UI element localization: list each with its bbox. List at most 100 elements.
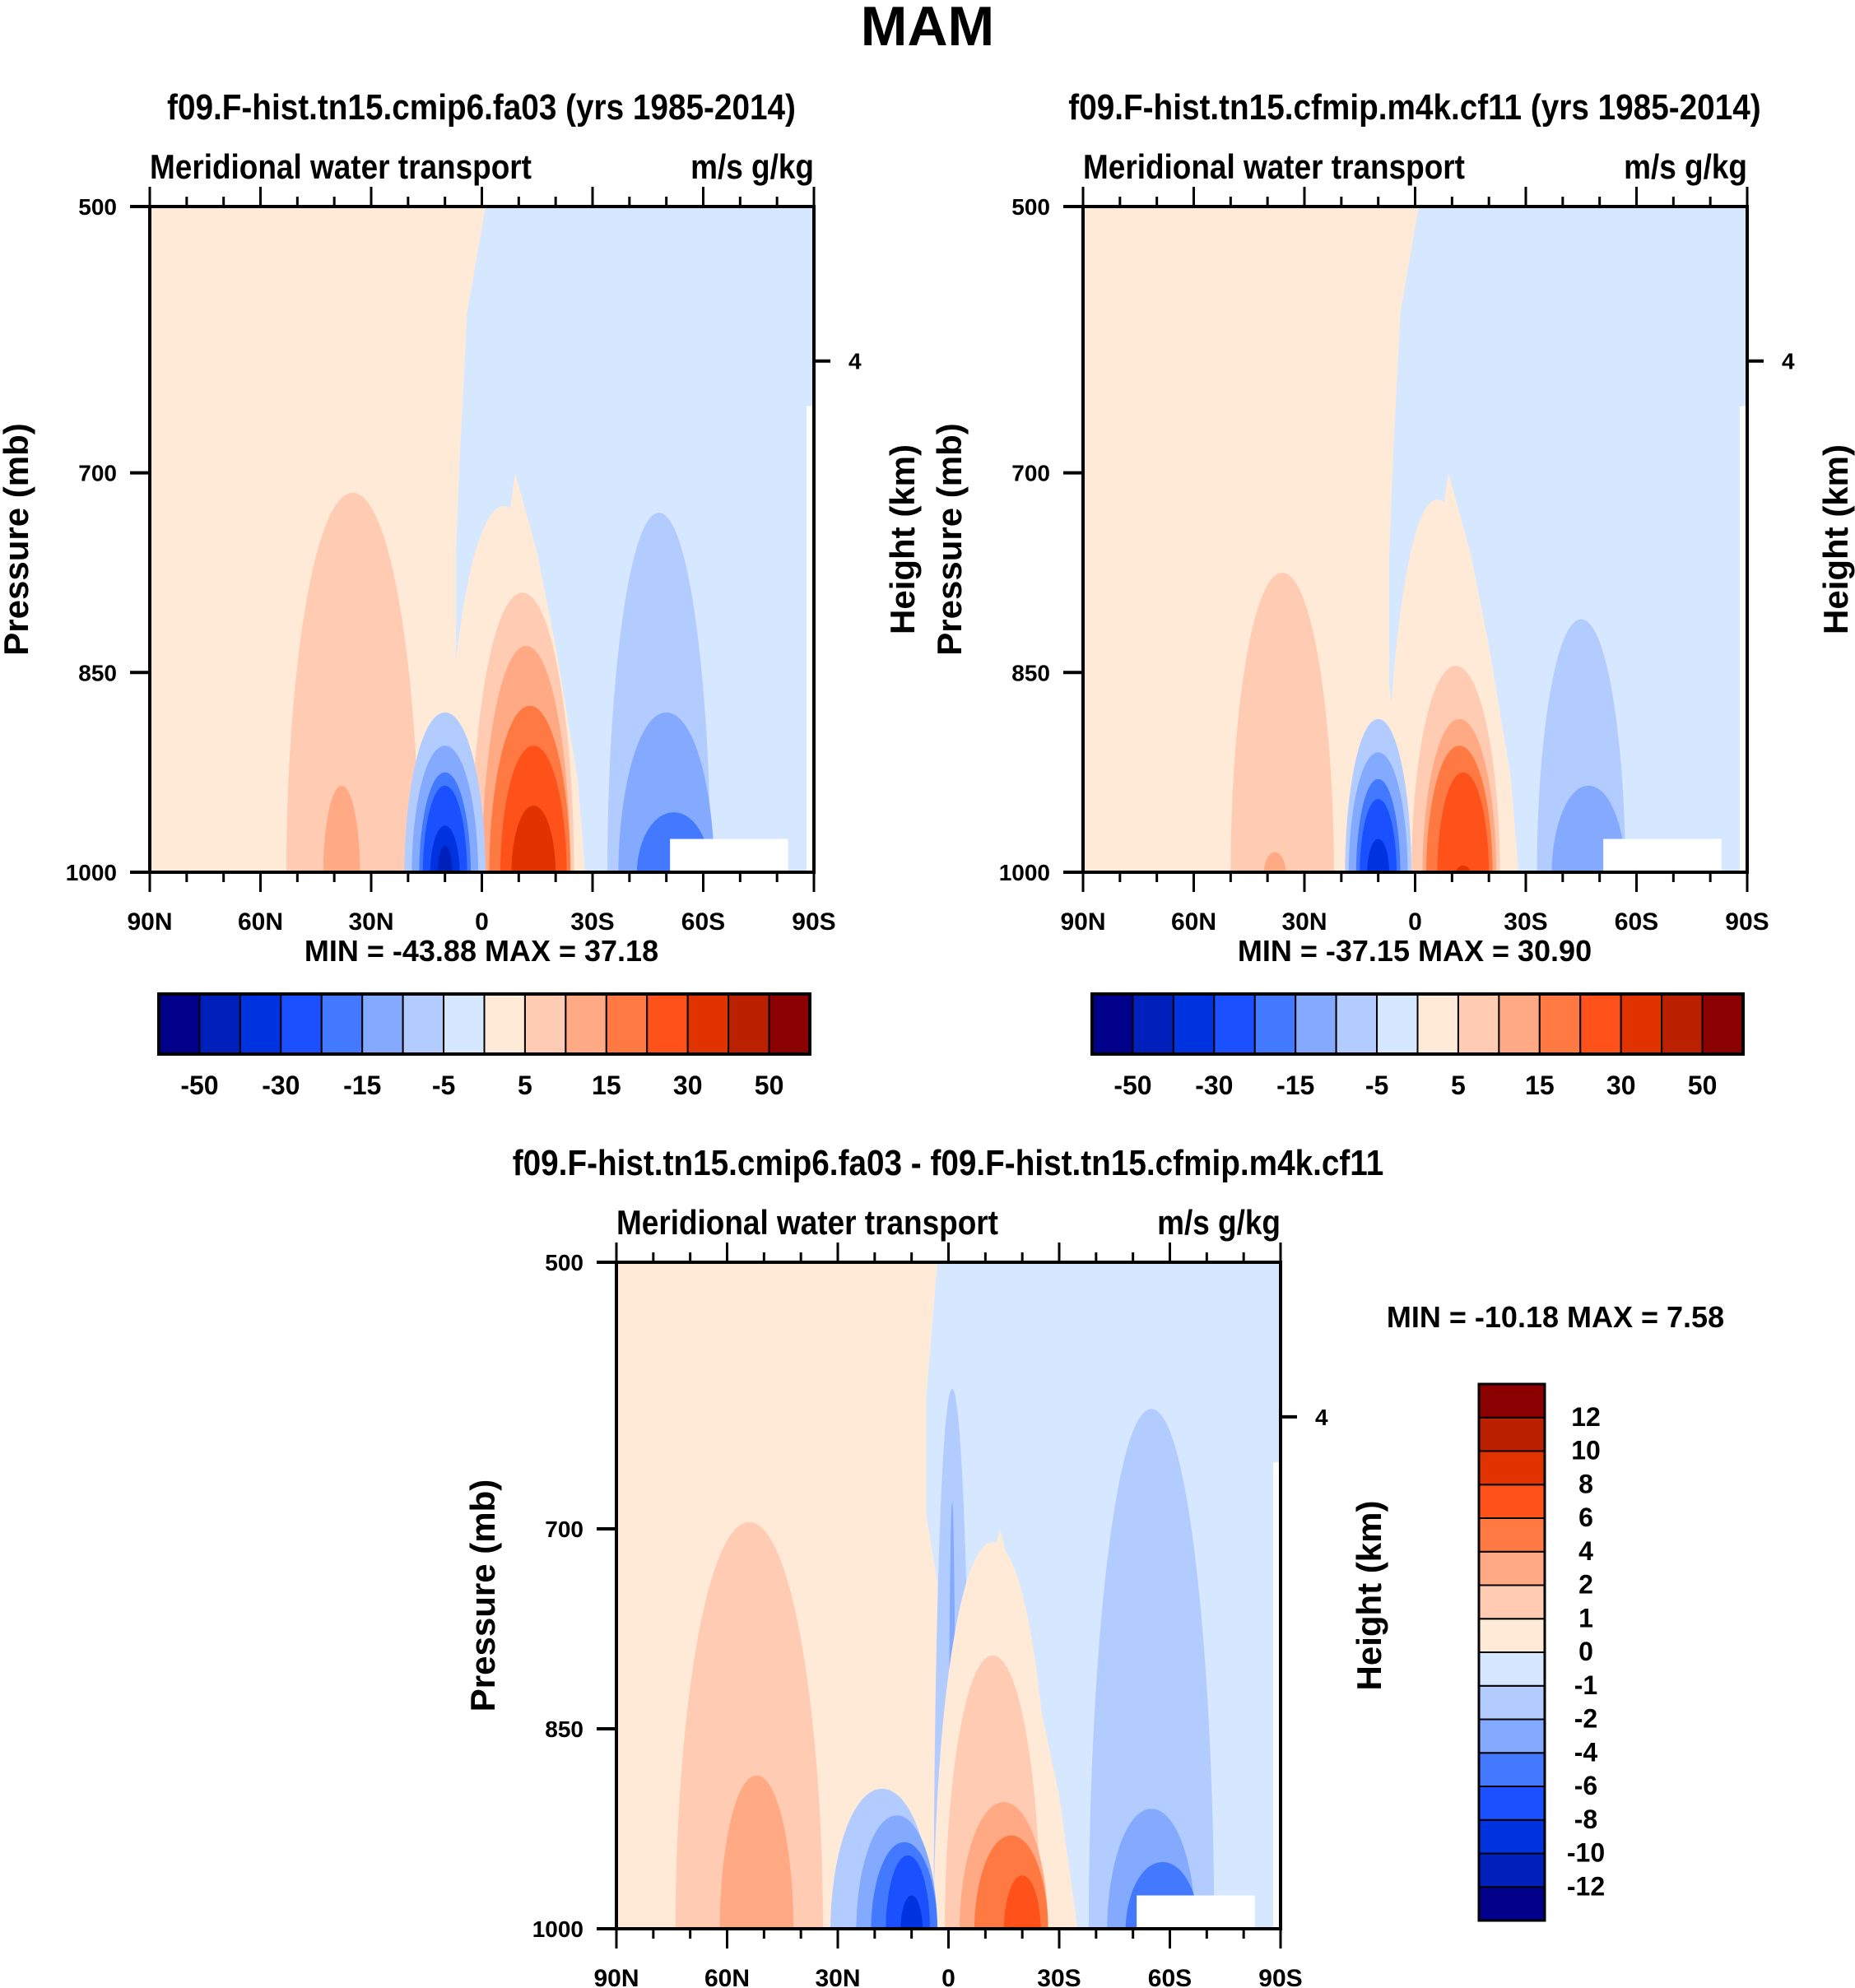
- x-tick-label: 90S: [1725, 908, 1769, 936]
- x-tick-label: 30N: [815, 1965, 860, 1988]
- colorbar-box: [1620, 993, 1663, 1055]
- x-tick-label: 90S: [1258, 1965, 1302, 1988]
- colorbar-box: [239, 993, 282, 1055]
- right-string: m/s g/kg: [1157, 1204, 1281, 1242]
- colorbar-label: 4: [1578, 1536, 1593, 1566]
- colorbar-label: 30: [673, 1071, 703, 1100]
- panel-title: f09.F-hist.tn15.cfmip.m4k.cf11 (yrs 1985…: [1068, 86, 1760, 128]
- y-tick-label: 850: [78, 660, 117, 685]
- colorbar-box: [1091, 993, 1134, 1055]
- colorbar-box: [1478, 1550, 1546, 1586]
- colorbar-label: 15: [592, 1071, 621, 1100]
- contour-blob: [1088, 1409, 1215, 1929]
- colorbar-box: [280, 993, 323, 1055]
- colorbar-box: [1701, 993, 1744, 1055]
- colorbar-frame: [1090, 992, 1745, 1056]
- contour-field: [616, 1262, 1281, 1929]
- y2-tick-label: 4: [1315, 1405, 1328, 1430]
- colorbar-box: [1478, 1383, 1546, 1419]
- colorbar-label: 12: [1571, 1402, 1601, 1432]
- min-max-separator: [1410, 934, 1418, 968]
- y2-axis-label: Height (km): [883, 444, 922, 634]
- colorbar-box: [768, 993, 811, 1055]
- y-tick-label: 850: [545, 1716, 583, 1742]
- colorbar-box: [1132, 993, 1174, 1055]
- y-axis-label: Pressure (mb): [0, 423, 35, 655]
- x-tick-label: 60N: [704, 1965, 750, 1988]
- contour-blob: [1360, 799, 1397, 872]
- y-tick-label: 700: [78, 461, 117, 486]
- colorbar-box: [320, 993, 364, 1055]
- x-tick-label: 60N: [1171, 908, 1216, 936]
- panel-1: f09.F-hist.tn15.cmip6.fa03 (yrs 1985-201…: [0, 86, 922, 1100]
- colorbar-label: -8: [1574, 1805, 1597, 1834]
- colorbar-label: 6: [1578, 1503, 1593, 1532]
- colorbar-box: [523, 993, 567, 1055]
- colorbar-label: -15: [1276, 1071, 1314, 1100]
- min-label: MIN = -37.15: [1238, 934, 1410, 968]
- colorbar-box: [1478, 1752, 1546, 1787]
- right-string: m/s g/kg: [1624, 148, 1747, 187]
- left-string: Meridional water transport: [1083, 148, 1465, 187]
- colorbar-label: -30: [262, 1071, 300, 1100]
- x-tick-label: 90N: [593, 1965, 639, 1988]
- colorbar-box: [1478, 1886, 1546, 1921]
- colorbar-label: -5: [432, 1071, 455, 1100]
- contour-blob: [511, 806, 556, 872]
- min-max-separator: [1559, 1300, 1567, 1334]
- x-tick-label: 90N: [1060, 908, 1105, 936]
- contour-blob: [900, 1895, 923, 1929]
- missing-data-edge: [1740, 406, 1747, 872]
- colorbar-label: -1: [1574, 1670, 1597, 1700]
- colorbar-label: -30: [1195, 1071, 1233, 1100]
- max-label: MAX = 7.58: [1567, 1300, 1724, 1334]
- colorbar-box: [1478, 1684, 1546, 1721]
- colorbar-box: [1335, 993, 1378, 1055]
- colorbar-box: [198, 993, 241, 1055]
- contour-blob: [1367, 838, 1390, 872]
- y2-axis-label: Height (km): [1350, 1501, 1388, 1691]
- colorbar-box: [605, 993, 649, 1055]
- colorbar-label: -6: [1574, 1771, 1597, 1800]
- colorbar-label: 5: [518, 1071, 532, 1100]
- contour-blob: [437, 845, 453, 872]
- colorbar-label: -2: [1574, 1704, 1597, 1734]
- panel-title: f09.F-hist.tn15.cmip6.fa03 - f09.F-hist.…: [513, 1142, 1384, 1183]
- colorbar-label: 1: [1578, 1603, 1593, 1633]
- y2-tick-label: 4: [1782, 349, 1795, 374]
- colorbar-box: [1478, 1818, 1546, 1855]
- contour-blob: [1003, 1875, 1041, 1929]
- colorbar-label: 15: [1525, 1071, 1555, 1100]
- max-label: MAX = 37.18: [485, 934, 658, 968]
- x-tick-label: 0: [475, 908, 489, 936]
- missing-data-region: [670, 838, 788, 872]
- y-tick-label: 500: [545, 1250, 583, 1275]
- colorbar-label: -15: [343, 1071, 381, 1100]
- y2-axis-label: Height (km): [1816, 444, 1855, 634]
- contour-blob: [1437, 772, 1490, 872]
- colorbar-label: 5: [1451, 1071, 1466, 1100]
- colorbar-box: [1478, 1484, 1546, 1519]
- colorbar-box: [1478, 1718, 1546, 1754]
- min-max-label: MIN = -43.88 MAX = 37.18: [305, 934, 658, 968]
- x-tick-label: 30S: [1504, 908, 1547, 936]
- left-string: Meridional water transport: [616, 1204, 998, 1242]
- figure-title: MAM: [861, 0, 994, 58]
- colorbar-label: 8: [1578, 1469, 1593, 1498]
- right-string: m/s g/kg: [690, 148, 814, 187]
- y-tick-label: 500: [78, 194, 117, 220]
- y-tick-label: 1000: [999, 860, 1050, 885]
- colorbar-box: [1478, 1852, 1546, 1888]
- missing-data-edge: [1273, 1462, 1281, 1929]
- y-axis-label: Pressure (mb): [463, 1479, 502, 1712]
- x-tick-label: 0: [1408, 908, 1422, 936]
- x-tick-label: 90N: [127, 908, 172, 936]
- colorbar-box: [1538, 993, 1582, 1055]
- y-axis-label: Pressure (mb): [930, 423, 969, 655]
- colorbar-box: [1478, 1618, 1546, 1653]
- colorbar-box: [565, 993, 607, 1055]
- colorbar-label: -4: [1574, 1737, 1598, 1767]
- x-tick-label: 60S: [1148, 1965, 1192, 1988]
